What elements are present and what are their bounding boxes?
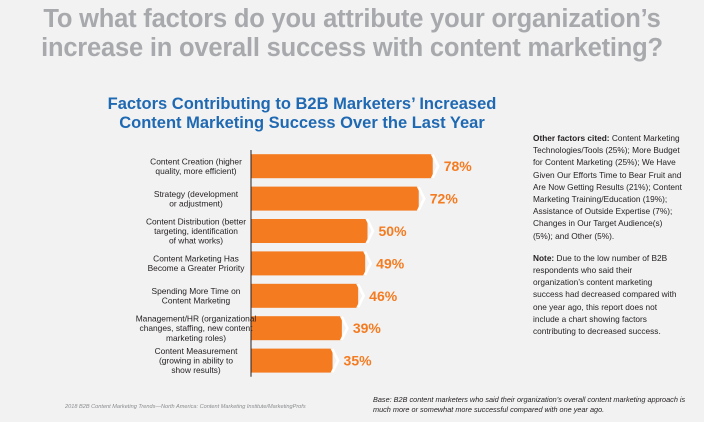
bar-notch (365, 219, 375, 243)
value-label: 72% (430, 191, 459, 207)
chart-title: Factors Contributing to B2B Marketers’ I… (62, 95, 542, 133)
other-factors-heading: Other factors cited: (533, 133, 610, 143)
bar (251, 154, 433, 179)
headline-line-1: To what factors do you attribute your or… (43, 5, 661, 33)
category-label: Content Creation (higher quality, more ef… (150, 156, 242, 176)
other-factors-text: Content Marketing Technologies/Tools (25… (533, 133, 682, 241)
bar-notch (416, 186, 426, 211)
category-label: Content Marketing Has Become a Greater Pr… (148, 254, 246, 274)
value-label: 50% (379, 223, 408, 239)
bar (251, 348, 333, 373)
bar (251, 316, 342, 341)
bar-notch (430, 154, 440, 179)
category-label: Management/HR (organizational changes, st… (136, 314, 257, 343)
bar-notch (330, 348, 340, 373)
bar-notch (363, 251, 373, 276)
category-label: Content Measurement (growing in ability t… (155, 346, 239, 375)
bar-notch (356, 283, 366, 308)
base-note: Base: B2B content marketers who said the… (373, 395, 686, 414)
headline-line-2: increase in overall success with content… (41, 34, 663, 62)
bar (251, 186, 419, 211)
value-label: 49% (376, 255, 405, 271)
other-factors-paragraph: Other factors cited: Content Marketing T… (533, 132, 683, 242)
source-credit: 2018 B2B Content Marketing Trends—North … (65, 404, 306, 410)
bar (251, 283, 359, 308)
chart-title-line-2: Content Marketing Success Over the Last … (119, 114, 485, 132)
note-paragraph: Note: Due to the low number of B2B respo… (533, 252, 683, 337)
category-label: Spending More Time on Content Marketing (152, 286, 241, 306)
value-label: 39% (353, 320, 382, 336)
bar-notch (339, 316, 349, 341)
bar (251, 251, 366, 276)
category-label: Strategy (development or adjustment) (154, 189, 239, 209)
bar (251, 219, 368, 243)
value-label: 35% (344, 353, 373, 369)
headline: To what factors do you attribute your or… (0, 5, 704, 63)
value-label: 46% (369, 288, 398, 304)
category-label: Content Distribution (better targeting, i… (146, 216, 246, 245)
sidebar-notes: Other factors cited: Content Marketing T… (533, 132, 683, 347)
note-text: Due to the low number of B2B respondents… (533, 252, 677, 337)
chart-title-line-1: Factors Contributing to B2B Marketers’ I… (107, 95, 497, 113)
note-heading: Note: (533, 252, 555, 263)
value-label: 78% (444, 158, 473, 174)
